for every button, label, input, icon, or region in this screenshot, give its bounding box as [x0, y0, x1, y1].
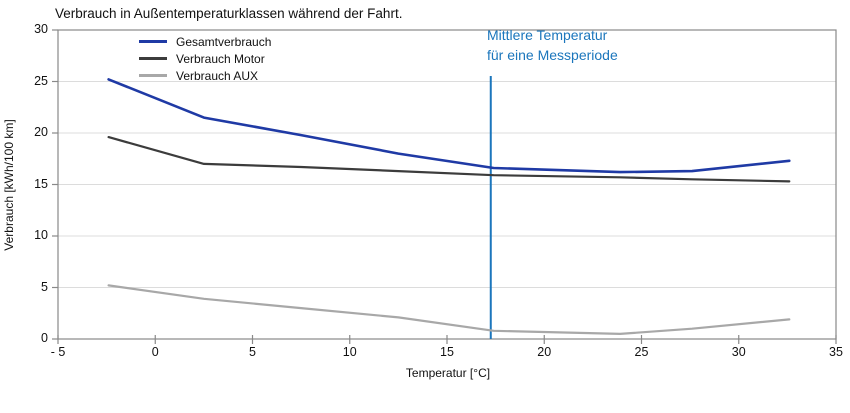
legend-label-verbrauch-aux: Verbrauch AUX — [176, 68, 259, 83]
legend-label-verbrauch-motor: Verbrauch Motor — [176, 51, 265, 66]
x-tick-label: 35 — [829, 345, 843, 359]
annotation-line2: für eine Messperiode — [487, 47, 618, 63]
x-tick-label: 25 — [634, 345, 649, 359]
legend-item-verbrauch-aux: Verbrauch AUX — [139, 67, 271, 84]
x-tick-label: 10 — [342, 345, 357, 359]
y-tick-label: 25 — [34, 73, 48, 88]
x-tick-label: 5 — [249, 345, 256, 359]
y-tick-label: 30 — [34, 22, 48, 36]
x-tick-label: 0 — [151, 345, 159, 359]
y-tick-label: 0 — [41, 331, 48, 345]
x-tick-label: - 5 — [50, 345, 66, 359]
legend: Gesamtverbrauch Verbrauch Motor Verbrauc… — [139, 33, 271, 84]
legend-swatch-verbrauch-aux-icon — [139, 74, 167, 77]
mean-temperature-annotation: Mittlere Temperatur für eine Messperiode — [487, 25, 618, 65]
legend-swatch-gesamtverbrauch-icon — [139, 40, 167, 43]
x-tick-label: 30 — [731, 345, 746, 359]
x-tick-label: 20 — [537, 345, 552, 359]
legend-item-gesamtverbrauch: Gesamtverbrauch — [139, 33, 271, 50]
y-tick-label: 20 — [34, 125, 48, 139]
y-tick-label: 5 — [41, 279, 48, 294]
legend-swatch-verbrauch-motor-icon — [139, 57, 167, 60]
legend-label-gesamtverbrauch: Gesamtverbrauch — [176, 34, 272, 49]
annotation-line1: Mittlere Temperatur — [487, 27, 608, 43]
x-tick-label: 15 — [440, 345, 454, 359]
legend-item-verbrauch-motor: Verbrauch Motor — [139, 50, 271, 67]
chart-title: Verbrauch in Außentemperaturklassen währ… — [55, 6, 403, 21]
x-axis-label: Temperatur [°C] — [405, 366, 491, 380]
y-tick-label: 10 — [34, 228, 48, 242]
y-tick-label: 15 — [34, 176, 48, 191]
